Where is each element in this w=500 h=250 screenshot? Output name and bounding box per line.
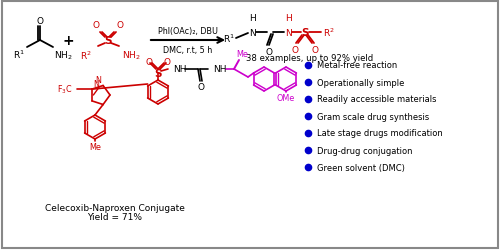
Text: Green solvent (DMC): Green solvent (DMC) <box>317 163 405 172</box>
Text: H: H <box>284 14 292 23</box>
Text: 38 examples, up to 92% yield: 38 examples, up to 92% yield <box>246 54 374 63</box>
Text: +: + <box>62 34 74 48</box>
Text: NH: NH <box>173 65 186 74</box>
Text: Metal-free reaction: Metal-free reaction <box>317 61 397 70</box>
Text: N: N <box>93 80 99 89</box>
Text: NH$_2$: NH$_2$ <box>122 50 141 62</box>
Text: R$^2$: R$^2$ <box>80 50 92 62</box>
Text: Operationally simple: Operationally simple <box>317 78 404 87</box>
Text: O: O <box>312 46 318 55</box>
Text: OMe: OMe <box>277 94 295 102</box>
Text: Yield = 71%: Yield = 71% <box>88 213 142 222</box>
Text: O: O <box>36 17 44 26</box>
Text: NH$_2$: NH$_2$ <box>54 49 72 61</box>
Text: O: O <box>266 48 272 57</box>
Text: H: H <box>248 14 256 23</box>
Text: O: O <box>146 58 152 67</box>
Text: F$_3$C: F$_3$C <box>57 84 73 96</box>
Text: O: O <box>116 21 123 30</box>
Text: O: O <box>292 46 298 55</box>
Text: R$^2$: R$^2$ <box>323 27 334 39</box>
Text: R$^1$: R$^1$ <box>13 49 25 61</box>
Text: DMC, r.t, 5 h: DMC, r.t, 5 h <box>164 46 212 55</box>
Text: S: S <box>104 36 112 46</box>
Text: NH: NH <box>213 65 226 74</box>
Text: O: O <box>164 58 170 67</box>
Text: Me: Me <box>236 50 248 59</box>
Text: N: N <box>95 76 101 85</box>
Text: N: N <box>248 28 256 37</box>
Text: R$^1$: R$^1$ <box>223 33 235 45</box>
Text: Me: Me <box>89 142 101 152</box>
Text: S: S <box>301 28 309 38</box>
Text: Drug-drug conjugation: Drug-drug conjugation <box>317 146 412 155</box>
Text: Late stage drugs modification: Late stage drugs modification <box>317 129 443 138</box>
Text: Celecoxib-Naproxen Conjugate: Celecoxib-Naproxen Conjugate <box>45 204 185 213</box>
Text: PhI(OAc)₂, DBU: PhI(OAc)₂, DBU <box>158 27 218 36</box>
Text: Gram scale drug synthesis: Gram scale drug synthesis <box>317 112 429 121</box>
Text: Readily accessible materials: Readily accessible materials <box>317 95 436 104</box>
Text: O: O <box>198 83 204 92</box>
Text: N: N <box>284 28 292 37</box>
Text: O: O <box>92 21 100 30</box>
Text: S: S <box>154 69 162 79</box>
